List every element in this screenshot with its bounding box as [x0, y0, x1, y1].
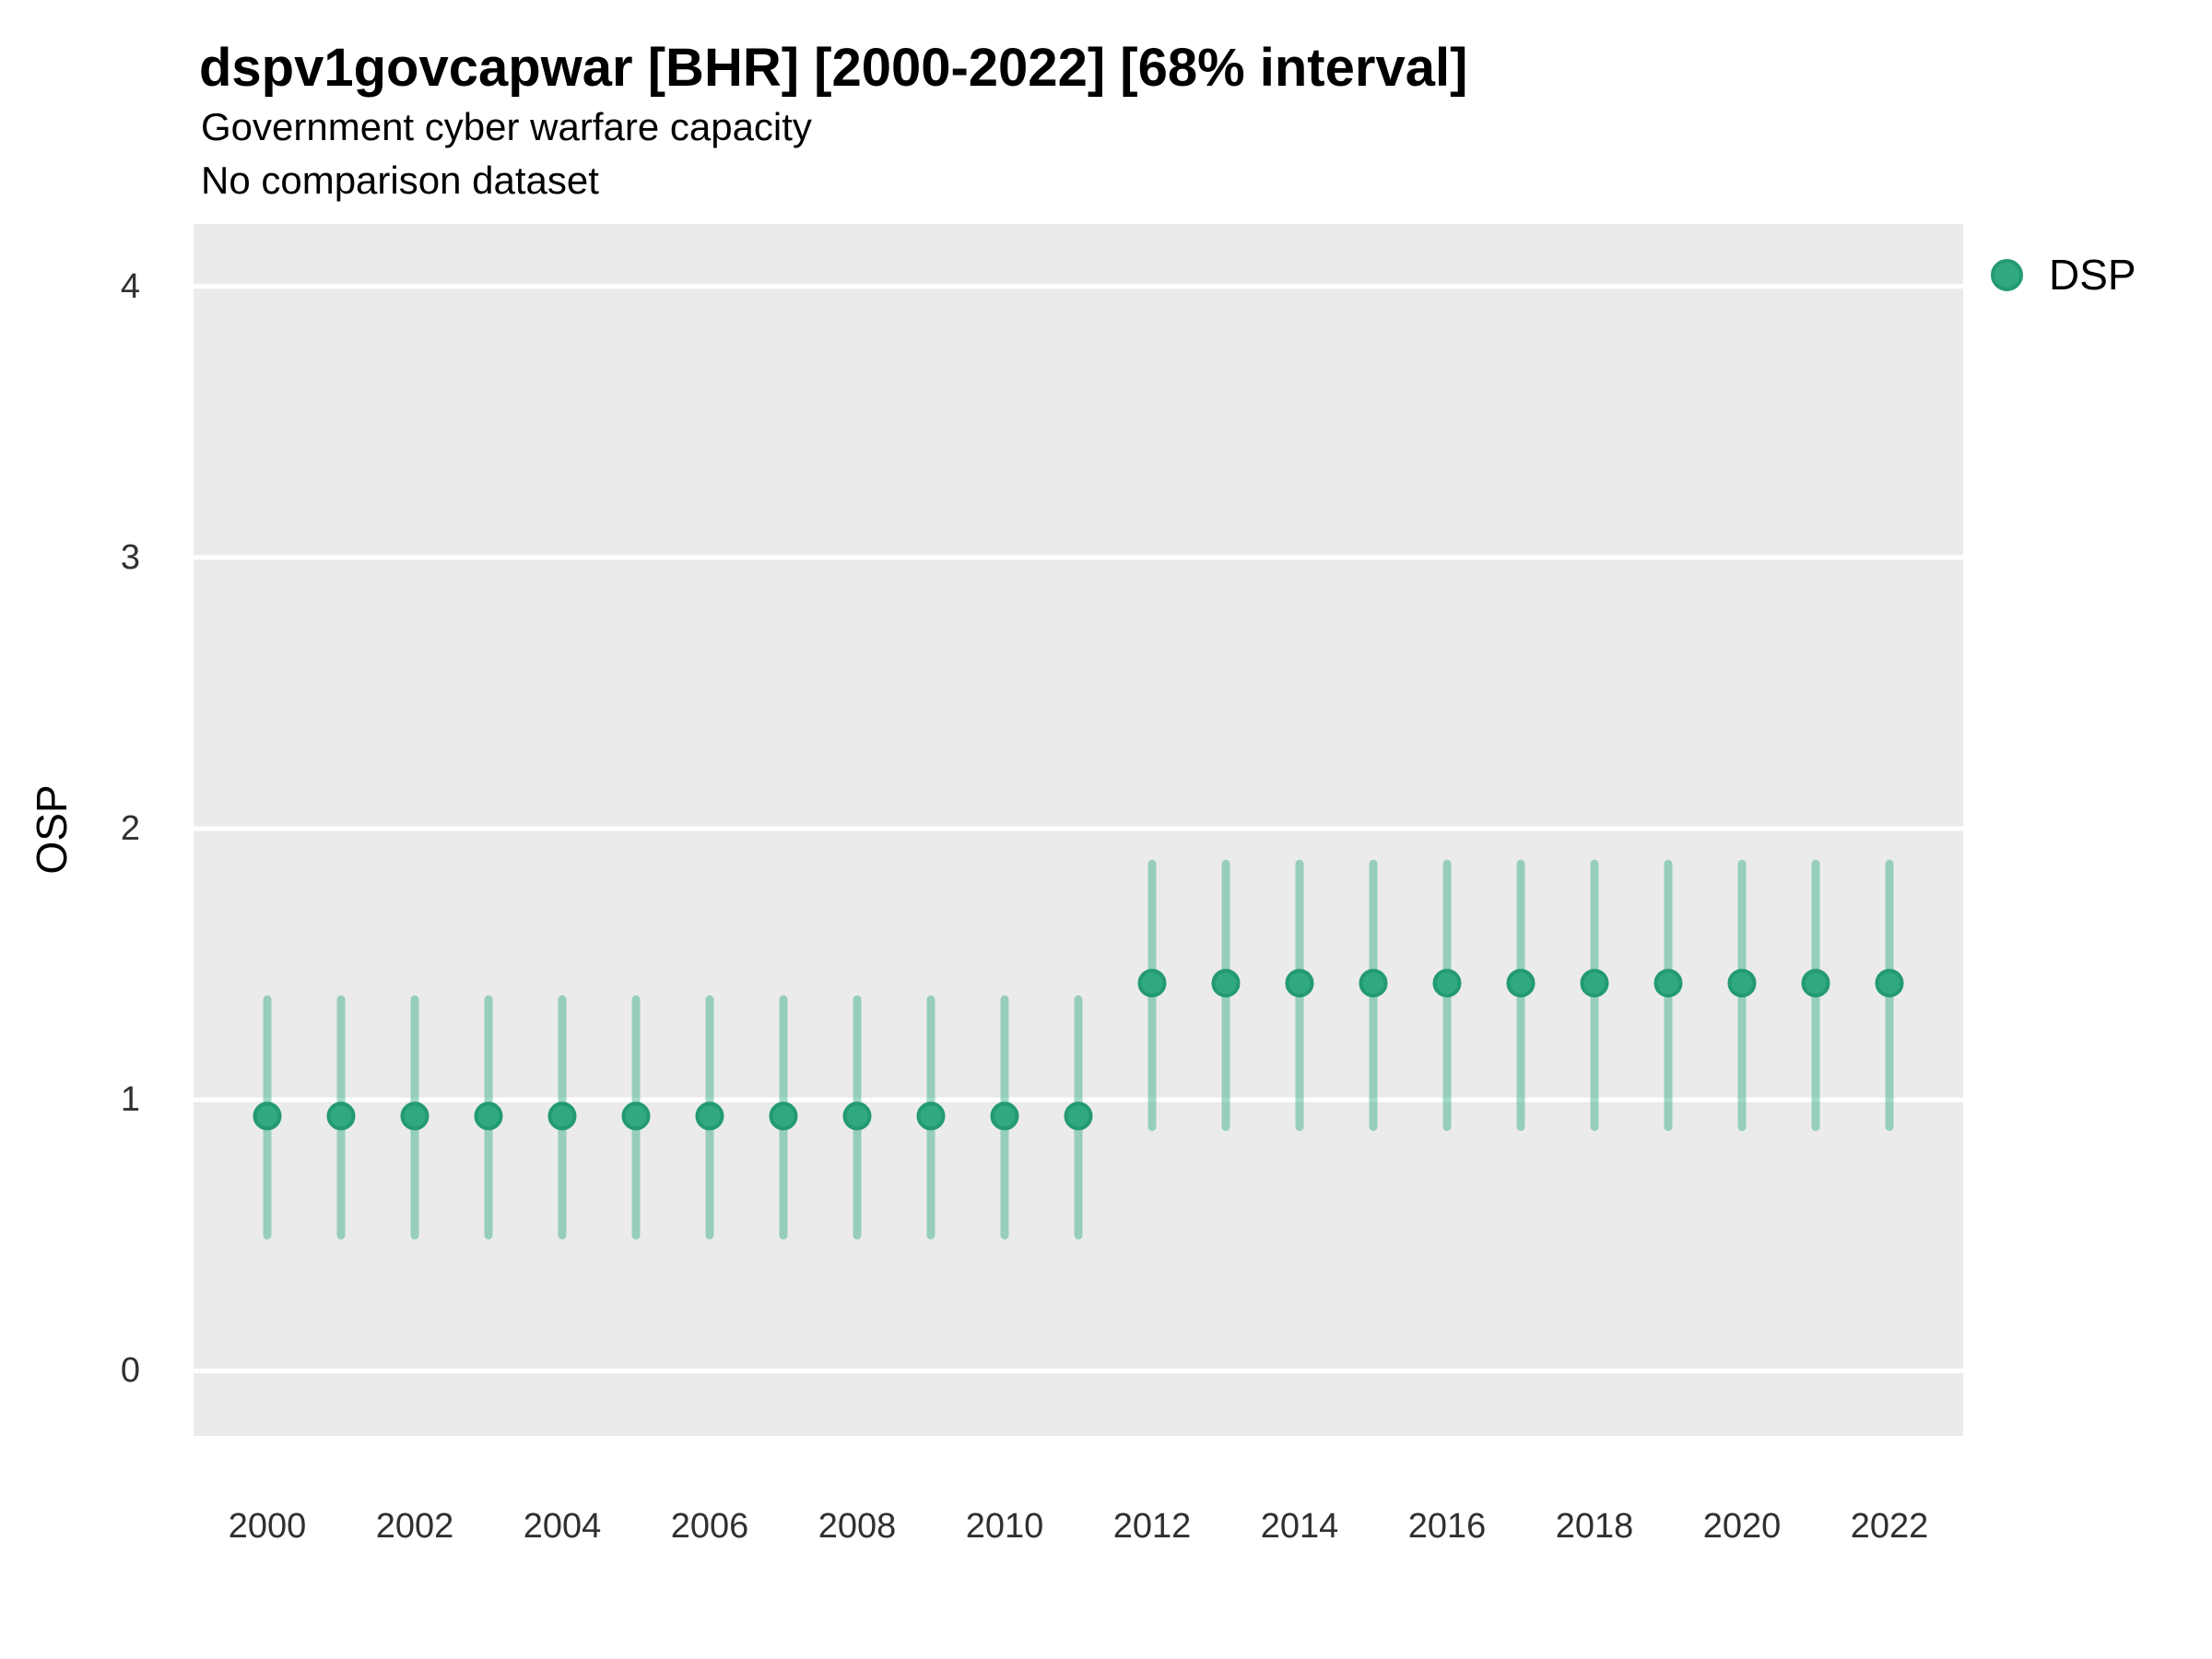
plot-canvas [194, 284, 1963, 1373]
point-dot [1801, 969, 1830, 998]
x-tick-label: 2014 [1260, 1507, 1339, 1546]
point-dot [1285, 969, 1314, 998]
x-tick-label: 2004 [523, 1507, 602, 1546]
x-tick-label: 2000 [228, 1507, 307, 1546]
point-dot [547, 1101, 577, 1131]
y-tick-label: 4 [120, 266, 140, 306]
point-dot [1727, 969, 1757, 998]
point-dot [474, 1101, 503, 1131]
chart-subtitle-line2: No comparison dataset [201, 159, 599, 202]
x-tick-label: 2022 [1850, 1507, 1929, 1546]
x-tick-label: 2010 [965, 1507, 1044, 1546]
y-tick-label: 2 [120, 809, 140, 849]
x-tick-label: 2018 [1555, 1507, 1634, 1546]
point-dot [842, 1101, 872, 1131]
x-tick-label: 2002 [375, 1507, 454, 1546]
point-dot [695, 1101, 724, 1131]
point-dot [1506, 969, 1535, 998]
y-tick-label: 1 [120, 1080, 140, 1120]
x-tick-label: 2008 [818, 1507, 897, 1546]
y-tick-label: 0 [120, 1351, 140, 1391]
legend-circle-icon [1991, 258, 2023, 291]
point-dot [1137, 969, 1167, 998]
point-dot [1653, 969, 1683, 998]
legend: DSP [1991, 251, 2136, 299]
y-tick-label: 3 [120, 537, 140, 577]
point-dot [400, 1101, 429, 1131]
point-dot [1211, 969, 1241, 998]
point-dot [253, 1101, 282, 1131]
point-dot [1432, 969, 1462, 998]
x-tick-label: 2016 [1407, 1507, 1487, 1546]
point-dot [1580, 969, 1609, 998]
point-dot [769, 1101, 798, 1131]
x-tick-label: 2012 [1112, 1507, 1192, 1546]
legend-label: DSP [2049, 251, 2136, 299]
plot-panel [194, 224, 1963, 1436]
point-dot [916, 1101, 946, 1131]
chart-title: dspv1govcapwar [BHR] [2000-2022] [68% in… [199, 38, 1468, 98]
point-dot [1359, 969, 1388, 998]
point-dot [326, 1101, 356, 1131]
chart-subtitle-line1: Government cyber warfare capacity [201, 105, 812, 148]
point-dot [1875, 969, 1904, 998]
x-tick-label: 2006 [670, 1507, 749, 1546]
point-dot [990, 1101, 1019, 1131]
x-tick-label: 2020 [1702, 1507, 1782, 1546]
point-dot [621, 1101, 651, 1131]
point-dot [1064, 1101, 1093, 1131]
